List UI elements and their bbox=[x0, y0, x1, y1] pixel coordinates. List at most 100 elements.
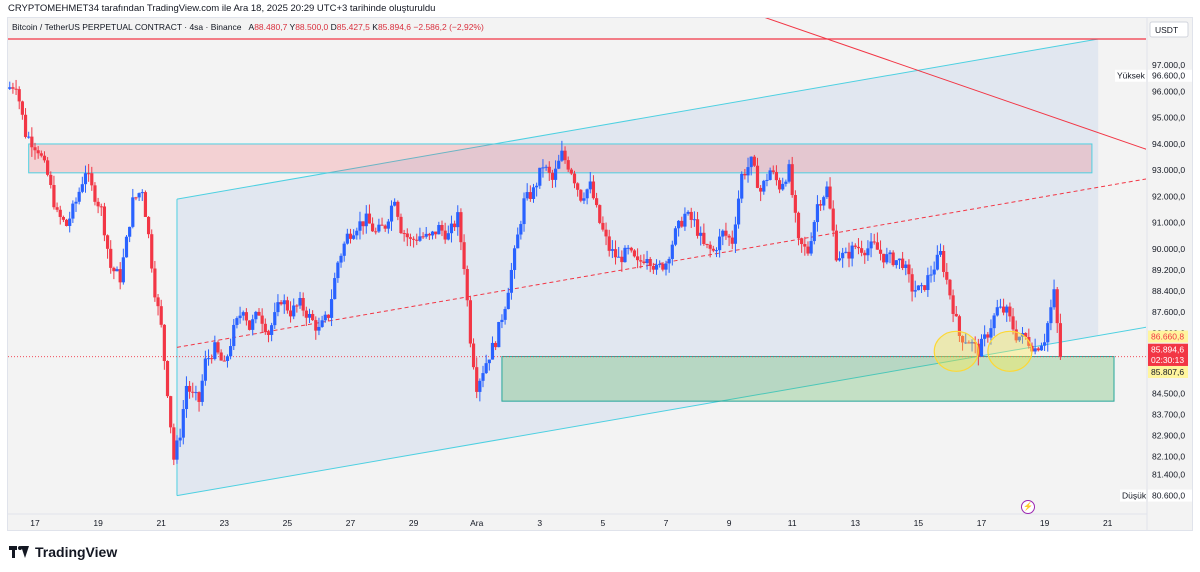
candle-body[interactable] bbox=[178, 437, 182, 441]
candle-body[interactable] bbox=[692, 219, 696, 221]
candle-body[interactable] bbox=[367, 213, 372, 224]
candle-body[interactable] bbox=[942, 251, 946, 272]
candle-body[interactable] bbox=[1043, 342, 1047, 346]
candle-body[interactable] bbox=[386, 221, 390, 229]
candle-body[interactable] bbox=[686, 211, 690, 214]
candle-body[interactable] bbox=[658, 263, 662, 265]
candle-body[interactable] bbox=[853, 245, 857, 247]
candle-body[interactable] bbox=[771, 170, 775, 172]
candle-body[interactable] bbox=[822, 197, 826, 206]
candle-body[interactable] bbox=[711, 248, 715, 251]
candle-body[interactable] bbox=[812, 222, 816, 242]
candle-body[interactable] bbox=[806, 246, 810, 254]
candle-body[interactable] bbox=[841, 252, 845, 259]
candle-body[interactable] bbox=[285, 300, 289, 311]
candle-body[interactable] bbox=[1039, 345, 1044, 351]
candle-body[interactable] bbox=[1014, 329, 1018, 341]
candle-body[interactable] bbox=[478, 380, 482, 392]
candle-body[interactable] bbox=[907, 264, 911, 275]
candle-body[interactable] bbox=[964, 342, 968, 344]
candle-body[interactable] bbox=[531, 187, 536, 199]
candle-body[interactable] bbox=[891, 252, 895, 266]
candle-body[interactable] bbox=[774, 171, 779, 181]
candle-body[interactable] bbox=[96, 201, 100, 207]
candle-body[interactable] bbox=[815, 204, 820, 223]
candle-body[interactable] bbox=[90, 173, 94, 186]
candle-body[interactable] bbox=[415, 239, 419, 241]
candle-body[interactable] bbox=[412, 238, 416, 240]
candle-body[interactable] bbox=[904, 264, 908, 269]
candle-body[interactable] bbox=[468, 300, 472, 344]
candle-body[interactable] bbox=[295, 305, 299, 307]
candle-body[interactable] bbox=[759, 187, 763, 192]
candle-body[interactable] bbox=[516, 234, 520, 249]
candle-body[interactable] bbox=[951, 295, 955, 314]
candle-body[interactable] bbox=[465, 269, 469, 301]
candle-body[interactable] bbox=[680, 220, 684, 227]
candle-body[interactable] bbox=[538, 167, 542, 186]
candle-body[interactable] bbox=[241, 312, 245, 316]
candle-body[interactable] bbox=[825, 186, 829, 198]
candle-body[interactable] bbox=[544, 166, 548, 168]
candle-body[interactable] bbox=[923, 285, 927, 290]
candle-body[interactable] bbox=[885, 254, 889, 263]
candle-body[interactable] bbox=[408, 237, 413, 239]
candle-body[interactable] bbox=[494, 342, 498, 348]
candle-body[interactable] bbox=[225, 356, 230, 362]
candle-body[interactable] bbox=[541, 167, 545, 169]
candle-body[interactable] bbox=[1052, 289, 1056, 308]
candle-body[interactable] bbox=[1024, 332, 1028, 338]
candle-body[interactable] bbox=[569, 169, 573, 174]
candle-body[interactable] bbox=[932, 269, 936, 275]
candle-body[interactable] bbox=[642, 261, 646, 263]
candle-body[interactable] bbox=[1036, 348, 1040, 351]
candle-body[interactable] bbox=[714, 250, 719, 252]
candle-body[interactable] bbox=[850, 245, 854, 259]
candle-body[interactable] bbox=[607, 236, 611, 251]
candle-body[interactable] bbox=[572, 173, 577, 184]
candle-body[interactable] bbox=[456, 212, 460, 228]
candle-body[interactable] bbox=[17, 89, 21, 102]
candle-body[interactable] bbox=[140, 192, 144, 194]
candle-body[interactable] bbox=[654, 264, 659, 270]
candle-body[interactable] bbox=[383, 225, 387, 229]
candle-body[interactable] bbox=[128, 226, 132, 237]
candle-body[interactable] bbox=[598, 205, 602, 223]
candle-body[interactable] bbox=[475, 367, 479, 392]
candle-body[interactable] bbox=[983, 334, 987, 339]
candle-body[interactable] bbox=[1005, 306, 1009, 313]
candle-body[interactable] bbox=[23, 114, 28, 137]
candle-body[interactable] bbox=[724, 230, 728, 236]
candle-body[interactable] bbox=[260, 315, 264, 324]
candle-body[interactable] bbox=[459, 212, 463, 243]
candle-body[interactable] bbox=[301, 297, 305, 311]
candle-body[interactable] bbox=[87, 173, 91, 175]
candle-body[interactable] bbox=[42, 155, 47, 161]
candle-body[interactable] bbox=[244, 312, 248, 321]
candle-body[interactable] bbox=[471, 343, 476, 368]
candle-body[interactable] bbox=[856, 246, 861, 249]
candle-body[interactable] bbox=[380, 224, 384, 226]
candle-body[interactable] bbox=[137, 193, 141, 198]
candle-body[interactable] bbox=[639, 260, 643, 262]
candle-body[interactable] bbox=[979, 338, 984, 357]
candle-body[interactable] bbox=[487, 359, 491, 364]
candle-body[interactable] bbox=[150, 234, 154, 269]
candle-body[interactable] bbox=[828, 186, 832, 209]
candle-body[interactable] bbox=[919, 285, 924, 287]
candle-body[interactable] bbox=[702, 232, 706, 244]
candle-body[interactable] bbox=[585, 189, 589, 199]
candle-body[interactable] bbox=[730, 237, 734, 244]
candle-body[interactable] bbox=[528, 192, 532, 199]
candle-body[interactable] bbox=[878, 249, 883, 254]
candle-body[interactable] bbox=[550, 172, 555, 180]
candle-body[interactable] bbox=[629, 247, 633, 251]
candle-body[interactable] bbox=[998, 306, 1003, 308]
candle-body[interactable] bbox=[897, 258, 902, 261]
channel-lower-line[interactable] bbox=[176, 326, 1146, 497]
candle-body[interactable] bbox=[689, 211, 693, 220]
candle-body[interactable] bbox=[512, 248, 517, 270]
candle-body[interactable] bbox=[777, 180, 782, 190]
candle-body[interactable] bbox=[755, 165, 760, 188]
